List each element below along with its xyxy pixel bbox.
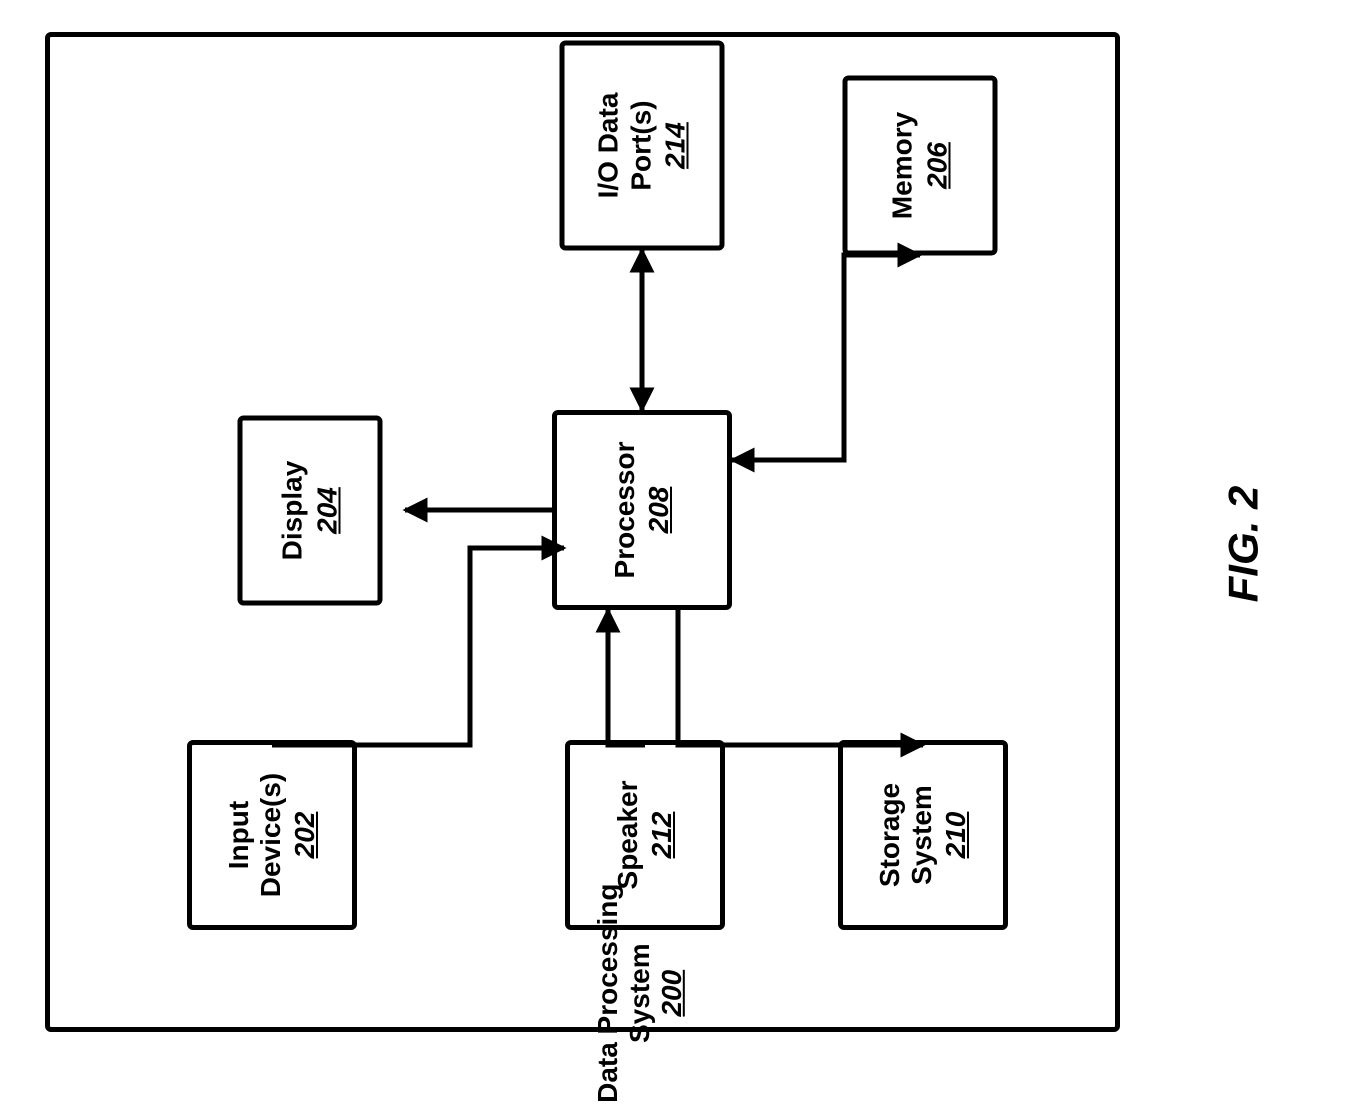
system-ref: 200 [656, 873, 688, 1113]
figure-label: FIG. 2 [1219, 486, 1267, 603]
node-ref: 214 [659, 122, 691, 169]
node-ref: 208 [643, 487, 675, 534]
node-input-devices: InputDevice(s) 202 [187, 740, 357, 930]
system-label-text: Data ProcessingSystem [592, 873, 656, 1113]
node-label: Processor [609, 442, 641, 579]
node-label: Display [277, 460, 309, 560]
node-ref: 210 [940, 812, 972, 859]
node-io-data-ports: I/O DataPort(s) 214 [560, 40, 725, 250]
node-ref: 202 [289, 812, 321, 859]
node-label: Memory [887, 111, 919, 218]
node-ref: 212 [646, 812, 678, 859]
node-processor: Processor 208 [552, 410, 732, 610]
node-label: I/O DataPort(s) [593, 92, 657, 198]
node-storage-system: StorageSystem 210 [838, 740, 1008, 930]
node-memory: Memory 206 [843, 75, 998, 255]
node-label: StorageSystem [874, 783, 938, 887]
node-ref: 204 [311, 487, 343, 534]
node-display: Display 204 [238, 415, 383, 605]
system-caption: Data ProcessingSystem 200 [592, 873, 688, 1113]
node-ref: 206 [921, 142, 953, 189]
node-label: InputDevice(s) [223, 773, 287, 898]
